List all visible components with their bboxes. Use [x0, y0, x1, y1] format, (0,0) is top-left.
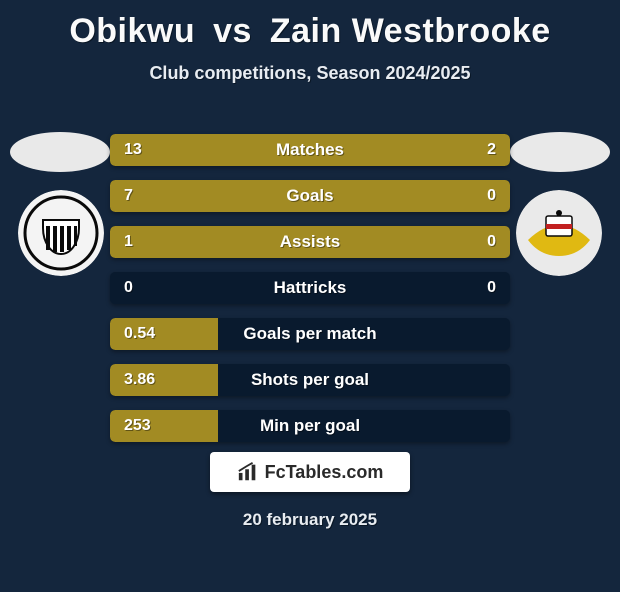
stat-bar: 70Goals: [110, 180, 510, 212]
stat-bar: 3.86Shots per goal: [110, 364, 510, 396]
club-right-crest: [516, 190, 602, 276]
stat-label: Hattricks: [110, 272, 510, 304]
stat-bar: 10Assists: [110, 226, 510, 258]
player-left-name: Obikwu: [69, 12, 195, 50]
stat-label: Matches: [110, 134, 510, 166]
stat-row-goals-per-match: 0.54Goals per match: [110, 318, 510, 350]
player-left-silhouette: [10, 132, 110, 172]
player-right-silhouette: [510, 132, 610, 172]
page-title: Obikwu vs Zain Westbrooke: [0, 12, 620, 51]
stat-row-hattricks: 00Hattricks: [110, 272, 510, 304]
stat-label: Shots per goal: [110, 364, 510, 396]
stat-label: Goals per match: [110, 318, 510, 350]
stat-row-min-per-goal: 253Min per goal: [110, 410, 510, 442]
stat-bar: 253Min per goal: [110, 410, 510, 442]
player-right-name: Zain Westbrooke: [270, 12, 551, 50]
vs-text: vs: [213, 12, 252, 50]
chart-icon: [237, 461, 259, 483]
stat-row-goals: 70Goals: [110, 180, 510, 212]
logo-text: FcTables.com: [265, 462, 384, 483]
subtitle: Club competitions, Season 2024/2025: [0, 63, 620, 84]
stat-row-assists: 10Assists: [110, 226, 510, 258]
stat-row-shots-per-goal: 3.86Shots per goal: [110, 364, 510, 396]
stat-label: Goals: [110, 180, 510, 212]
club-left-crest: [18, 190, 104, 276]
date: 20 february 2025: [0, 510, 620, 530]
stat-row-matches: 132Matches: [110, 134, 510, 166]
stat-label: Assists: [110, 226, 510, 258]
stat-bar: 0.54Goals per match: [110, 318, 510, 350]
fctables-logo[interactable]: FcTables.com: [210, 452, 410, 492]
stat-bar: 132Matches: [110, 134, 510, 166]
stat-bar: 00Hattricks: [110, 272, 510, 304]
stat-label: Min per goal: [110, 410, 510, 442]
